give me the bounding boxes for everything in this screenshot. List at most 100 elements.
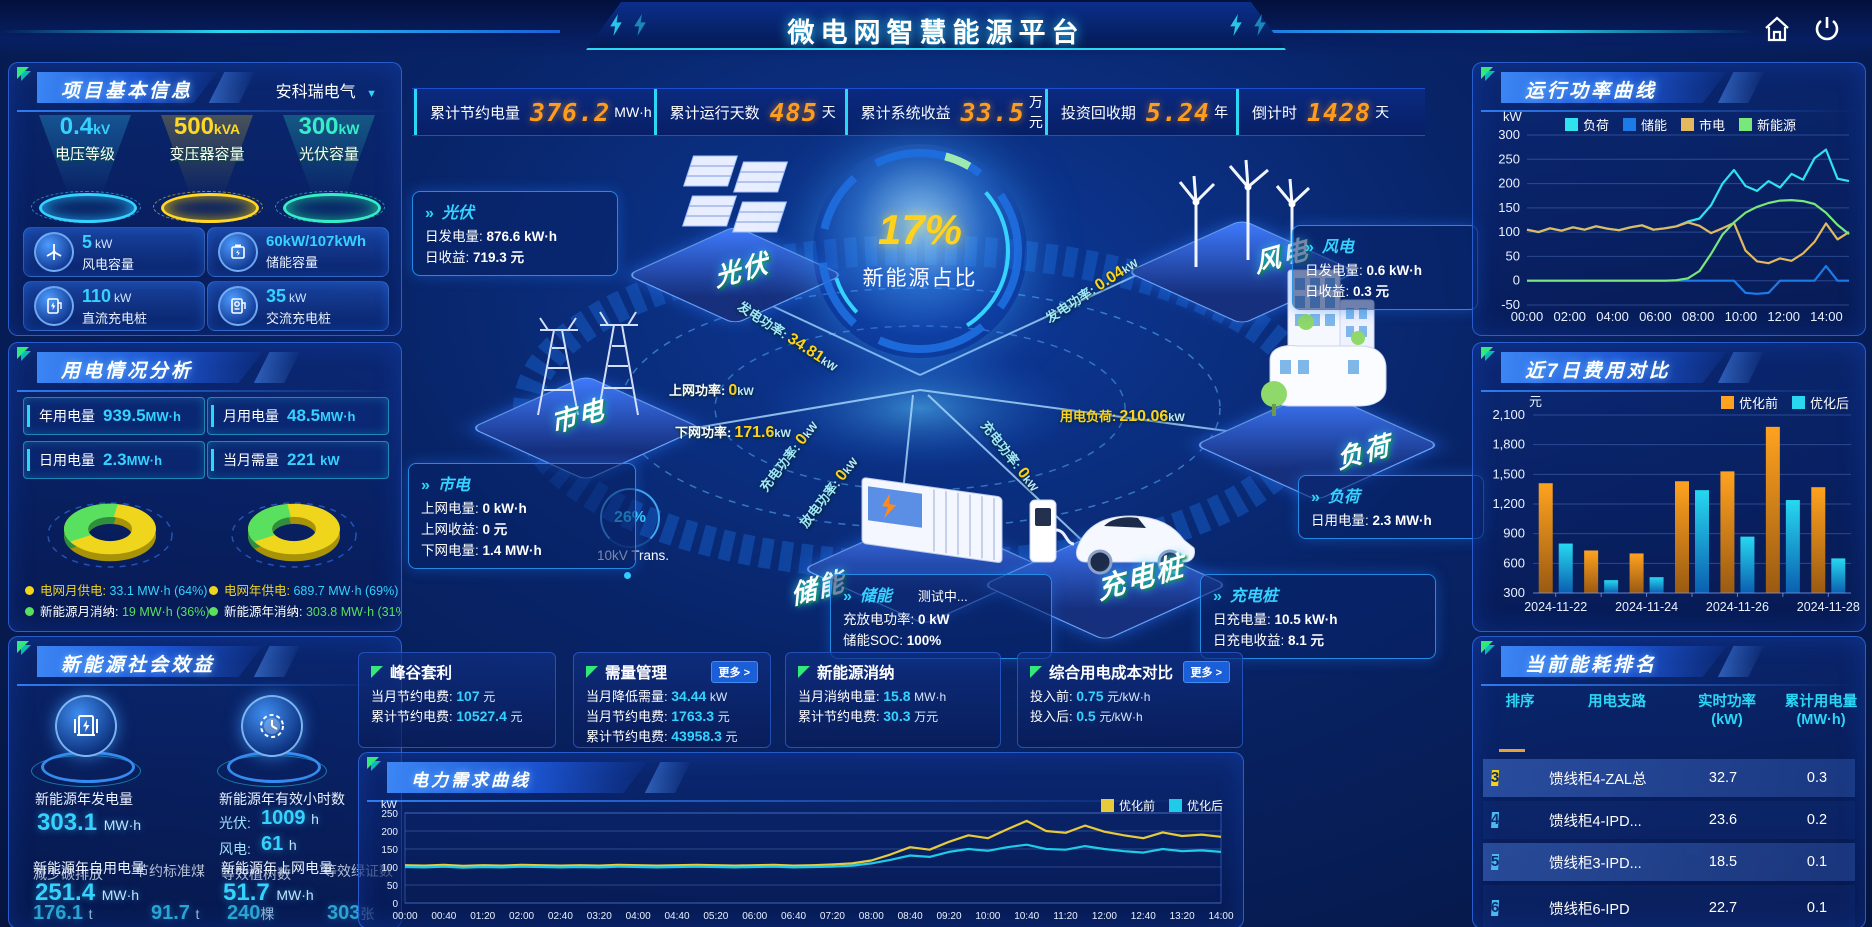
- generation-pedestal: [31, 695, 141, 787]
- kpi-label: 累计节约电量: [430, 104, 521, 122]
- stat-month-demand: 当月需量 221 kW: [207, 441, 389, 479]
- legend-label: 优化后: [1809, 396, 1849, 411]
- transformer-dot: [624, 572, 631, 579]
- storage-info-box: » 储能 测试中... 充放电功率: 0 kW 储能SOC: 100%: [830, 574, 1052, 659]
- stat-unit: 棵: [260, 906, 275, 922]
- x-tick-label: 05:20: [703, 911, 728, 922]
- cell-energy: 0.1: [1806, 854, 1828, 870]
- panel-header-underline: [1481, 390, 1857, 392]
- bar-优化前: [1629, 553, 1644, 593]
- stat-dc-charger: 110 kW 直流充电桩: [23, 281, 205, 331]
- stat-value: 176.1: [33, 902, 84, 924]
- energy-panel-icon: [55, 695, 117, 757]
- kpi-countdown: 倒计时 1428 天: [1235, 89, 1425, 135]
- legend-item: 优化前: [1100, 797, 1155, 814]
- table-row: 3 馈线柜4-ZAL总 32.7 0.3: [1483, 759, 1855, 797]
- kpi-unit: 天: [821, 104, 836, 120]
- stat-month-usage: 月用电量 48.5MW·h: [207, 397, 389, 435]
- stat-value: 221: [287, 450, 316, 469]
- x-tick-label: 14:00: [1810, 309, 1843, 324]
- y-tick-label: 300: [1503, 585, 1525, 600]
- x-tick-label: 09:20: [936, 911, 961, 922]
- chart-legend: 优化前 优化后: [1720, 393, 1849, 412]
- bar-优化后: [1604, 580, 1619, 593]
- stat-unit: kV: [93, 121, 111, 137]
- flow-load: 用电负荷: 210.06kW: [1060, 408, 1185, 425]
- lightning-icon: [1230, 14, 1242, 36]
- stat-value: 91.7: [151, 902, 190, 924]
- legend-label: 新能源: [1757, 118, 1797, 133]
- card-title: 新能源消纳: [817, 665, 895, 682]
- stat-value: 500: [173, 113, 214, 140]
- info-box-title: 市电: [437, 477, 470, 494]
- chevron-right-icon: »: [1311, 489, 1320, 506]
- stat-value: 251.4: [35, 879, 96, 906]
- more-button[interactable]: 更多 >: [1182, 661, 1230, 683]
- legend-item: 市电: [1681, 115, 1725, 134]
- panel-corner-icon: [17, 67, 31, 81]
- y-tick-label: 150: [1498, 200, 1520, 215]
- cone-base: [283, 193, 381, 223]
- column-header-energy: 累计用电量 (MW·h): [1784, 694, 1858, 728]
- stat-value: 5: [82, 231, 93, 252]
- panel-header-slash: [208, 72, 255, 103]
- y-tick-label: 0: [1513, 273, 1520, 288]
- chevron-down-icon: ▼: [366, 88, 377, 100]
- energy-flow-diagram: 光伏 风电 市电 储: [408, 140, 1484, 659]
- legend-row-grid: 电网月供电: 33.1 MW·h (64%): [25, 581, 210, 602]
- y-tick-label: 50: [1506, 248, 1520, 263]
- panel-header-underline: [17, 390, 393, 392]
- donut-ring: [47, 502, 173, 568]
- battery-container-3d-icon: [861, 477, 1003, 564]
- legend-label: 负荷: [1583, 118, 1610, 133]
- ac-charger-icon: [218, 286, 258, 326]
- panel-project-info: 项目基本信息 安科瑞电气 ▼ 0.4kV 电压等级 500kVA 变压器容量: [8, 62, 402, 336]
- y-tick-label: 300: [1498, 127, 1520, 142]
- x-tick-label: 08:40: [898, 911, 923, 922]
- x-tick-label: 2024-11-22: [1524, 600, 1587, 614]
- chart-legend: 优化前 优化后: [1100, 797, 1223, 814]
- panel-corner-icon: [1481, 347, 1495, 361]
- panel-header-band: [1501, 352, 1727, 383]
- legend-swatch: [1623, 118, 1637, 131]
- x-tick-label: 04:00: [1596, 309, 1629, 324]
- stat-unit: kW: [114, 290, 132, 305]
- charger-info-box: » 充电桩 日充电量: 10.5 kW·h 日充电收益: 8.1 元: [1200, 574, 1436, 659]
- bar-优化前: [1720, 471, 1735, 593]
- panel-header: 新能源社会效益: [17, 641, 393, 686]
- stat-value: 240: [227, 902, 261, 924]
- legend-item: 负荷: [1565, 115, 1609, 134]
- panel-header-slash: [1717, 646, 1764, 677]
- more-button[interactable]: 更多 >: [710, 661, 758, 683]
- panel-header-slash: [253, 646, 300, 677]
- panel-header: 电力需求曲线: [367, 757, 1235, 802]
- renewable-share-label: 新能源占比: [862, 267, 978, 290]
- legend-item: 优化后: [1791, 393, 1849, 412]
- rank-badge: 4: [1491, 812, 1500, 828]
- ev-charger-3d-icon: [1029, 499, 1195, 575]
- legend-dot: [209, 586, 218, 595]
- y-tick-label: 1,800: [1492, 437, 1525, 452]
- cell-power: 22.7: [1708, 900, 1738, 916]
- stat-value: 2.3: [103, 450, 127, 469]
- demand-line-chart: 250 200 150 100 50 000:00 00:40 01:20 02:00 02:40…: [381, 809, 1234, 922]
- panel-demand-curve: 电力需求曲线 kW 优化前 优化后 250 200 150 100 50 0 00:00 00:…: [358, 752, 1244, 927]
- home-button[interactable]: [1762, 14, 1792, 44]
- stat-unit: h: [311, 811, 319, 827]
- table-header: 排序 用电支路 实时功率 (kW) 累计用电量 (MW·h): [1487, 693, 1858, 729]
- panel-header-slash: [253, 352, 300, 383]
- kpi-run-days: 累计运行天数 485 天: [653, 89, 843, 135]
- y-tick-label: 200: [381, 827, 398, 838]
- panel-header: 运行功率曲线: [1481, 67, 1857, 112]
- power-button[interactable]: [1812, 14, 1842, 44]
- company-select[interactable]: 安科瑞电气 ▼: [276, 78, 377, 102]
- panel-corner-icon: [1481, 67, 1495, 81]
- column-header-branch: 用电支路: [1588, 694, 1646, 710]
- series-line-市电: [1526, 221, 1850, 265]
- legend-swatch: [1168, 799, 1182, 812]
- panel-header: 当前能耗排名: [1481, 641, 1857, 686]
- x-tick-label: 10:00: [1725, 309, 1758, 324]
- stat-storage-capacity: 60kW/107kWh 储能容量: [207, 227, 389, 277]
- panel-title: 新能源社会效益: [61, 655, 216, 676]
